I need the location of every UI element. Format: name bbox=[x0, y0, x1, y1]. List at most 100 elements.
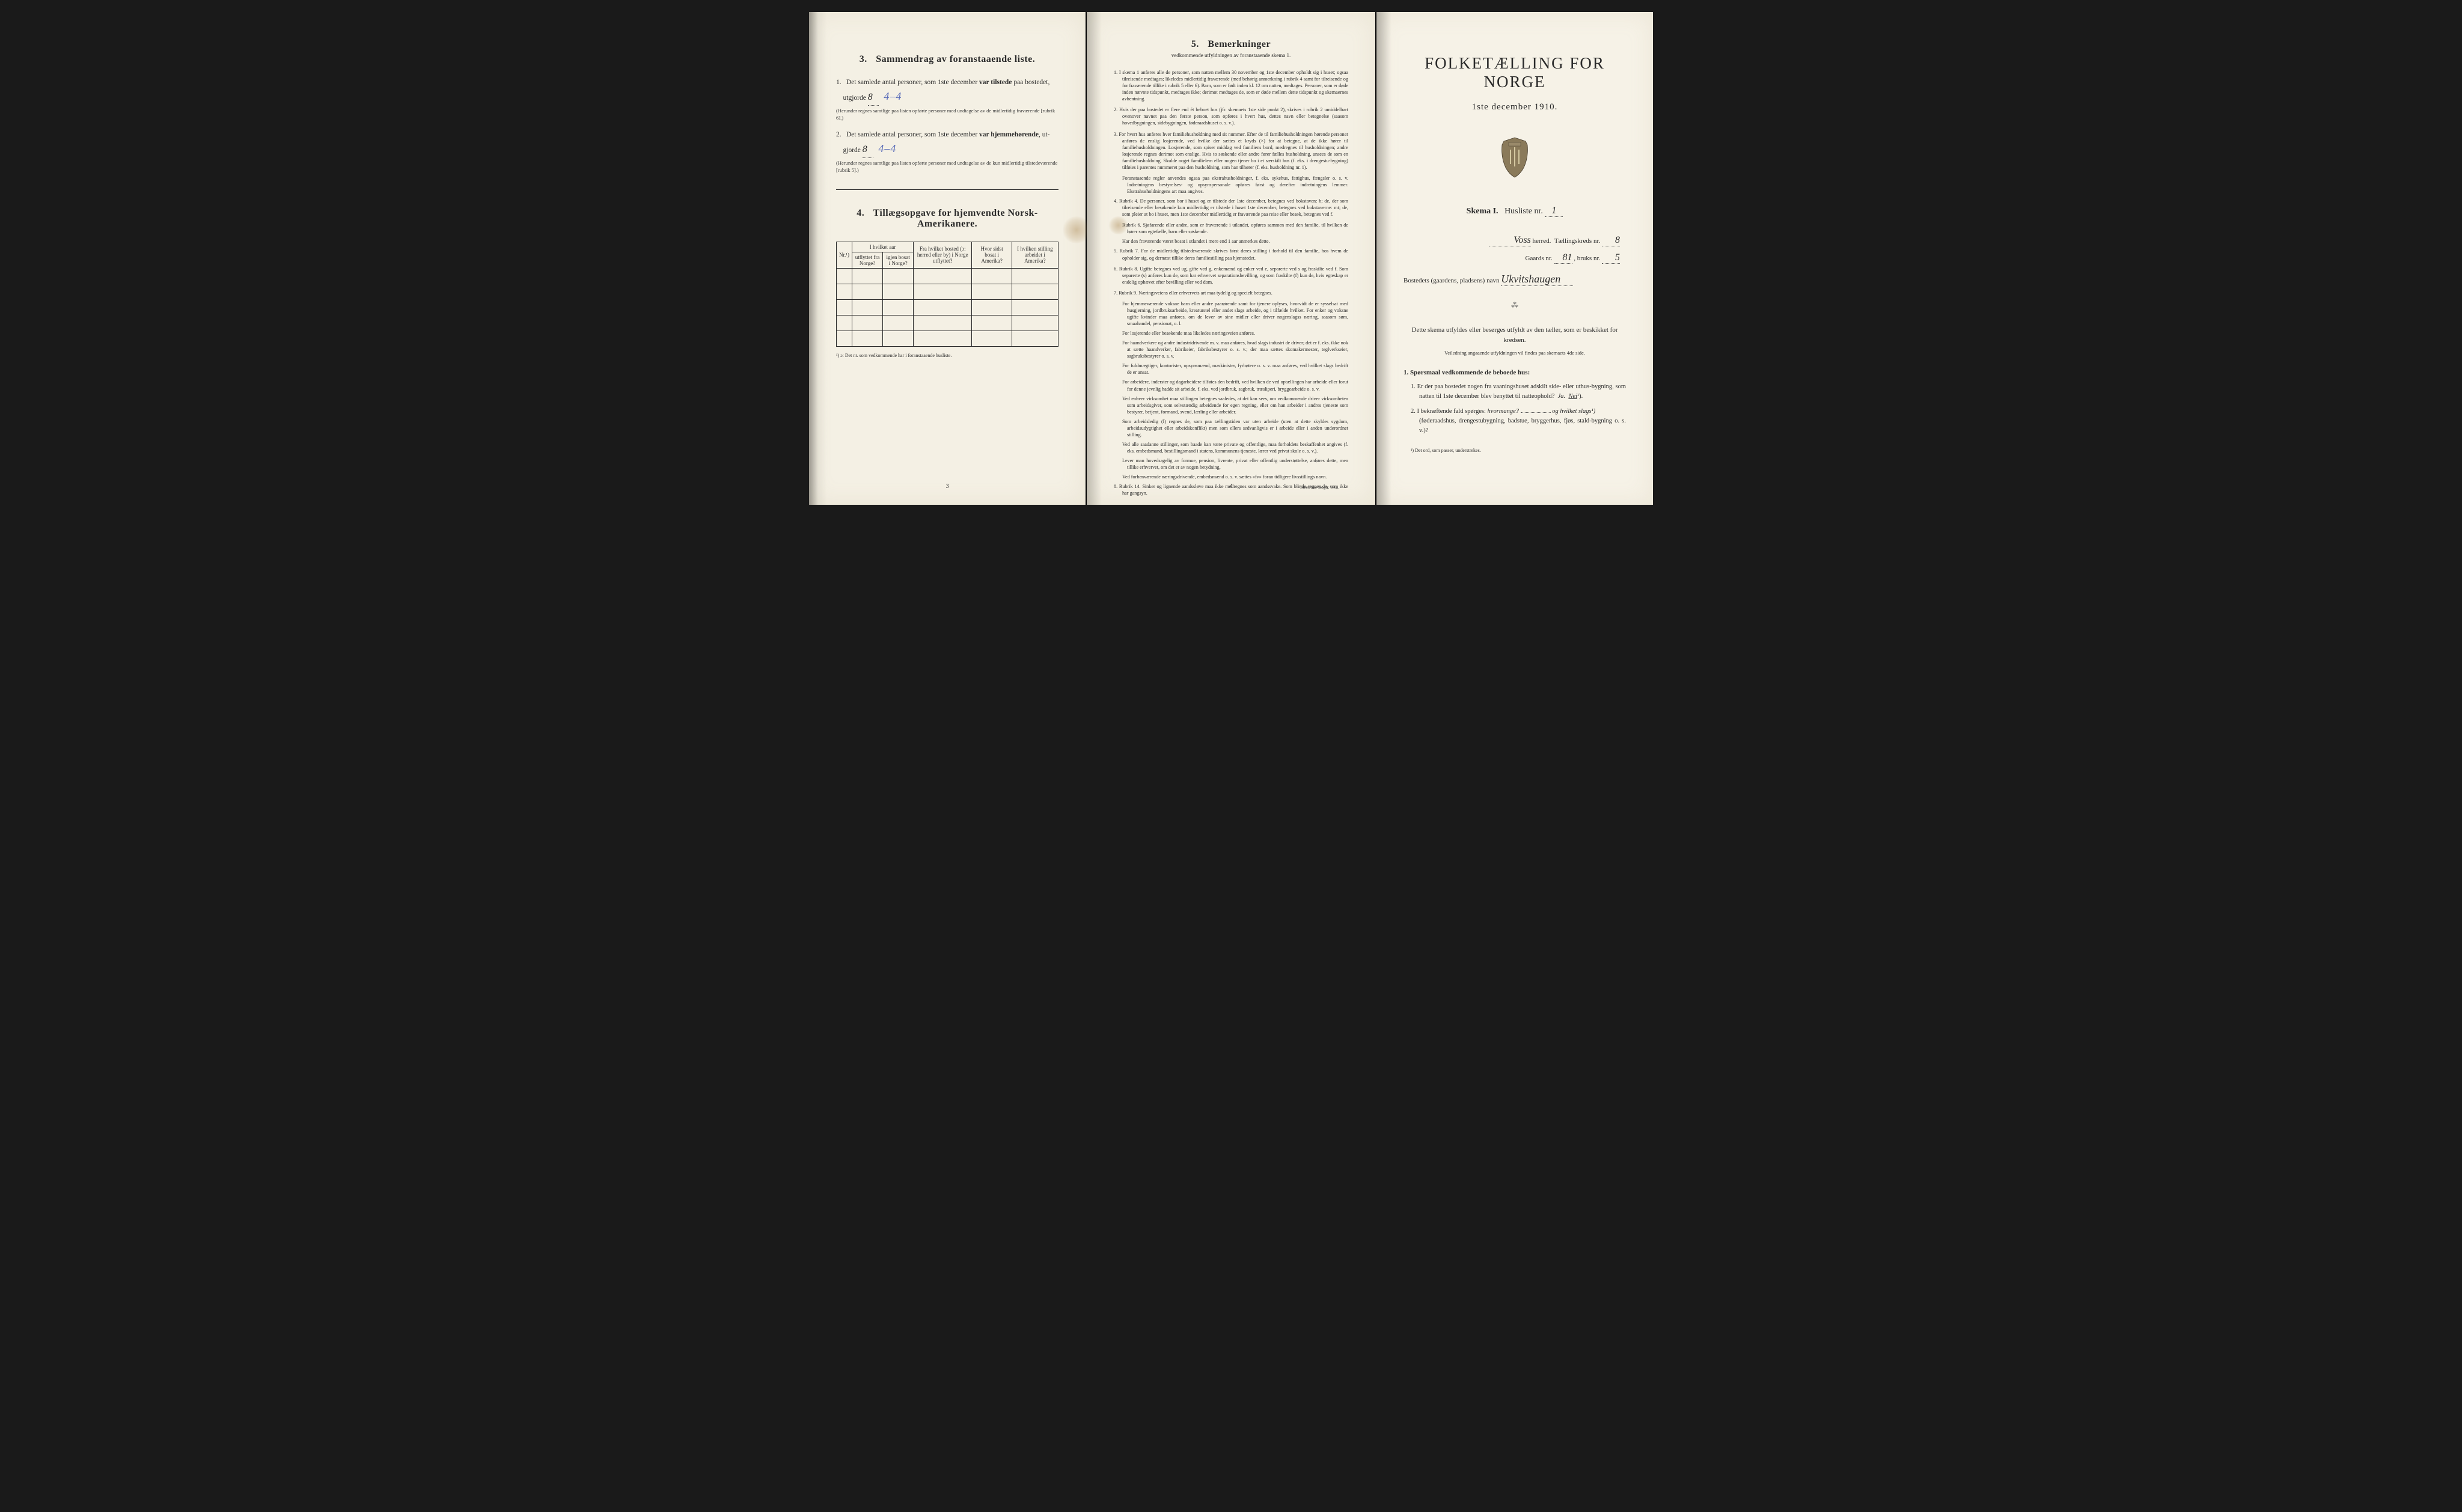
remark-item: 1. I skema 1 anføres alle de personer, s… bbox=[1114, 69, 1348, 102]
table-cell bbox=[914, 331, 972, 346]
kreds-value: 8 bbox=[1615, 235, 1620, 245]
q2-text-b: hvormange? bbox=[1488, 408, 1520, 415]
remarks-list: 1. I skema 1 anføres alle de personer, s… bbox=[1114, 69, 1348, 496]
question-section-title: 1. Spørsmaal vedkommende de beboede hus: bbox=[1404, 369, 1626, 376]
table-cell bbox=[883, 299, 914, 315]
main-date: 1ste december 1910. bbox=[1404, 102, 1626, 112]
table-row bbox=[837, 299, 1058, 315]
section-5-num: 5. bbox=[1191, 39, 1199, 49]
table-footnote: ¹) ɔ: Det nr. som vedkommende har i fora… bbox=[836, 353, 1058, 358]
bosted-label: Bostedets (gaardens, pladsens) navn bbox=[1404, 277, 1499, 284]
q1-nei: Nei bbox=[1568, 393, 1577, 400]
remark-sub: Foranstaaende regler anvendes ogsaa paa … bbox=[1114, 175, 1348, 195]
question-2: 2. I bekræftende fald spørges: hvormange… bbox=[1404, 407, 1626, 436]
th-stilling: I hvilken stilling arbeidet i Amerika? bbox=[1012, 242, 1058, 268]
section-5-text: Bemerkninger bbox=[1208, 39, 1271, 49]
item-1: 1. Det samlede antal personer, som 1ste … bbox=[836, 77, 1058, 122]
table-cell bbox=[852, 331, 882, 346]
table-row bbox=[837, 268, 1058, 284]
skema-line: Skema I. Husliste nr. 1 bbox=[1404, 206, 1626, 217]
q2-text-a: I bekræftende fald spørges: bbox=[1417, 408, 1486, 415]
gaard-label-a: Gaards nr. bbox=[1526, 255, 1553, 262]
remark-sub: For losjerende eller besøkende maa likel… bbox=[1114, 330, 1348, 337]
item-2-bold: var hjemmehørende bbox=[979, 131, 1039, 138]
item-1-bold: var tilstede bbox=[979, 79, 1012, 86]
remark-sub: Ved alle saadanne stillinger, som baade … bbox=[1114, 441, 1348, 454]
document-spread: 3. Sammendrag av foranstaaende liste. 1.… bbox=[809, 12, 1653, 505]
q1-sup: ¹). bbox=[1577, 393, 1583, 400]
item-2-note: (Herunder regnes samtlige paa listen opf… bbox=[836, 160, 1058, 174]
table-cell bbox=[914, 315, 972, 331]
q1-ja: Ja. bbox=[1558, 393, 1566, 400]
gaard-label-b: , bruks nr. bbox=[1574, 255, 1600, 262]
gaard-line: Gaards nr. 81 , bruks nr. 5 bbox=[1404, 252, 1626, 264]
herred-label: herred. bbox=[1533, 237, 1551, 245]
remark-sub: For fuldmægtiger, kontorister, opsynsmæn… bbox=[1114, 362, 1348, 376]
table-cell bbox=[883, 331, 914, 346]
gaard-value-a: 81 bbox=[1563, 252, 1572, 263]
remark-sub: For arbeidere, inderster og dagarbeidere… bbox=[1114, 379, 1348, 392]
section-3-text: Sammendrag av foranstaaende liste. bbox=[876, 54, 1035, 64]
item-1-note: (Herunder regnes samtlige paa listen opf… bbox=[836, 108, 1058, 122]
herred-value: Voss bbox=[1514, 235, 1530, 245]
husliste-value: 1 bbox=[1551, 206, 1556, 216]
table-cell bbox=[1012, 331, 1058, 346]
bosted-line: Bostedets (gaardens, pladsens) navn Ukvi… bbox=[1404, 273, 1626, 286]
remark-item: 2. Hvis der paa bostedet er flere end ét… bbox=[1114, 106, 1348, 126]
question-1: 1. Er der paa bostedet nogen fra vaaning… bbox=[1404, 382, 1626, 402]
section-4-num: 4. bbox=[857, 208, 864, 218]
table-row bbox=[837, 284, 1058, 299]
item-1-label: utgjorde bbox=[843, 94, 866, 102]
kreds-label: Tællingskreds nr. bbox=[1554, 237, 1600, 245]
remark-item: 7. Rubrik 9. Næringsveiens eller erhverv… bbox=[1114, 290, 1348, 296]
table-cell bbox=[852, 299, 882, 315]
item-2-label: gjorde bbox=[843, 147, 861, 154]
page-right: FOLKETÆLLING FOR NORGE 1ste december 191… bbox=[1376, 12, 1653, 505]
table-cell bbox=[837, 315, 852, 331]
herred-line: Voss herred. Tællingskreds nr. 8 bbox=[1404, 235, 1626, 246]
q2-num: 2. bbox=[1411, 408, 1416, 415]
page-middle: 5. Bemerkninger vedkommende utfyldningen… bbox=[1087, 12, 1375, 505]
table-cell bbox=[972, 331, 1012, 346]
ornament: ⁂ bbox=[1404, 301, 1626, 310]
coat-of-arms bbox=[1404, 136, 1626, 181]
table-cell bbox=[1012, 284, 1058, 299]
table-body bbox=[837, 268, 1058, 346]
table-cell bbox=[1012, 315, 1058, 331]
section-5-title: 5. Bemerkninger bbox=[1114, 39, 1348, 50]
remark-item: 4. Rubrik 4. De personer, som bor i huse… bbox=[1114, 198, 1348, 218]
item-2-num: 2. bbox=[836, 129, 845, 140]
item-2-text-b: , ut- bbox=[1039, 131, 1050, 138]
crest-icon bbox=[1498, 136, 1532, 178]
table-cell bbox=[1012, 299, 1058, 315]
section-5-subtitle: vedkommende utfyldningen av foranstaaend… bbox=[1114, 52, 1348, 58]
printer-mark: Steen'ske Bogtr. Kr.a. bbox=[1300, 484, 1339, 490]
divider bbox=[836, 189, 1058, 190]
remark-sub: For hjemmeværende voksne barn eller andr… bbox=[1114, 300, 1348, 327]
table-cell bbox=[883, 268, 914, 284]
table-cell bbox=[914, 284, 972, 299]
aging-stain-2 bbox=[1108, 216, 1129, 234]
page-left: 3. Sammendrag av foranstaaende liste. 1.… bbox=[809, 12, 1086, 505]
section-4-title: 4. Tillægsopgave for hjemvendte Norsk-Am… bbox=[836, 208, 1058, 230]
item-1-text-b: paa bostedet, bbox=[1013, 79, 1049, 86]
table-cell bbox=[883, 284, 914, 299]
remark-sub: Ved forhenværende næringsdrivende, embed… bbox=[1114, 474, 1348, 480]
q1-text: Er der paa bostedet nogen fra vaaningshu… bbox=[1417, 383, 1626, 400]
table-cell bbox=[852, 268, 882, 284]
gaard-value-b: 5 bbox=[1615, 252, 1620, 263]
table-row bbox=[837, 315, 1058, 331]
section-4-text: Tillægsopgave for hjemvendte Norsk-Ameri… bbox=[873, 208, 1037, 229]
main-title: FOLKETÆLLING FOR NORGE bbox=[1404, 54, 1626, 91]
th-bosat: igjen bosat i Norge? bbox=[883, 252, 914, 268]
table-cell bbox=[837, 331, 852, 346]
remark-item: 5. Rubrik 7. For de midlertidig tilstede… bbox=[1114, 248, 1348, 261]
q2-text-d: (føderaadshus, drengestubygning, badstue… bbox=[1419, 418, 1626, 434]
th-amerika: Hvor sidst bosat i Amerika? bbox=[972, 242, 1012, 268]
item-2-value: 8 bbox=[863, 144, 867, 154]
section-3-title: 3. Sammendrag av foranstaaende liste. bbox=[836, 54, 1058, 65]
page-num-3: 3 bbox=[946, 483, 949, 490]
table-cell bbox=[852, 284, 882, 299]
q2-text-c: og hvilket slags¹) bbox=[1552, 408, 1595, 415]
skema-label-a: Skema I. bbox=[1467, 207, 1498, 216]
